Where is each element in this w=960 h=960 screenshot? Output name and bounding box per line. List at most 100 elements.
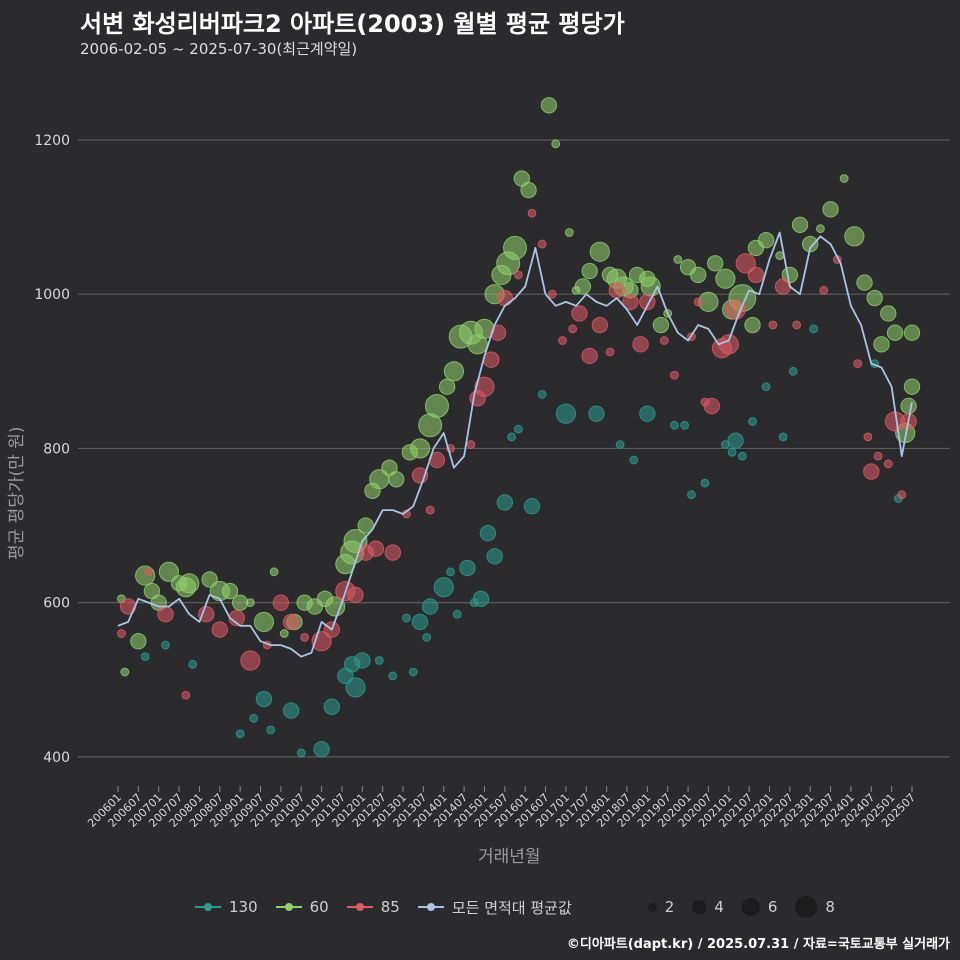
point-130	[486, 548, 503, 565]
point-130	[680, 420, 690, 430]
point-85	[693, 297, 703, 307]
point-60	[357, 517, 374, 534]
point-130	[446, 567, 455, 577]
point-85	[496, 289, 514, 307]
point-85	[272, 594, 290, 611]
legend-size-2: 2	[647, 898, 674, 916]
point-130	[513, 424, 523, 434]
point-85	[747, 266, 765, 284]
point-85	[347, 586, 364, 604]
point-85	[725, 299, 746, 320]
chart-title: 서변 화성리버파크2 아파트(2003) 월별 평균 평당가	[80, 10, 625, 38]
point-85	[466, 440, 476, 449]
point-130	[422, 632, 432, 642]
legend-swatch-85	[346, 903, 373, 911]
point-85	[632, 336, 649, 353]
point-85	[622, 293, 639, 311]
point-130	[537, 390, 547, 399]
legend-size-label-6: 6	[767, 898, 778, 916]
legend-size-dot-2	[647, 902, 657, 912]
point-130	[761, 382, 771, 392]
point-60	[900, 397, 917, 415]
legend-swatch-60	[275, 903, 302, 911]
point-85	[527, 208, 537, 218]
point-130	[670, 420, 679, 430]
point-130	[452, 609, 462, 619]
legend-size-6: 6	[741, 898, 778, 916]
point-85	[792, 320, 802, 330]
average-line	[117, 231, 913, 658]
legend-size-dot-8	[795, 896, 818, 918]
point-130	[472, 590, 490, 607]
point-60	[443, 361, 465, 382]
point-60	[221, 582, 239, 600]
point-60	[652, 316, 670, 334]
point-130	[433, 577, 454, 598]
legend-size-label-8: 8	[825, 898, 835, 916]
legend: 130 60 85 모든 면적대 평균값 2 4 6 8	[195, 896, 835, 918]
point-60	[120, 667, 130, 677]
point-60	[775, 251, 785, 261]
point-60	[757, 232, 775, 249]
point-60	[520, 181, 537, 199]
point-60	[564, 228, 574, 237]
y-tick-label: 600	[43, 596, 70, 612]
legend-item-85: 85	[346, 898, 400, 916]
point-60	[822, 201, 839, 218]
point-85	[568, 324, 578, 334]
point-60	[715, 268, 736, 289]
legend-swatch-average	[417, 903, 444, 911]
point-85	[883, 459, 893, 469]
point-130	[388, 671, 398, 681]
point-60	[844, 226, 865, 247]
point-60	[581, 262, 598, 280]
legend-size-label-4: 4	[714, 898, 724, 916]
point-60	[815, 224, 825, 234]
point-130	[496, 494, 514, 511]
point-85	[863, 463, 880, 480]
point-60	[253, 611, 275, 633]
point-130	[374, 656, 384, 665]
legend-size-4: 4	[692, 898, 724, 916]
point-85	[571, 305, 588, 322]
point-60	[744, 316, 761, 334]
point-60	[706, 255, 724, 272]
point-85	[384, 544, 402, 561]
point-85	[181, 690, 191, 700]
point-60	[574, 278, 592, 295]
point-130	[313, 740, 330, 758]
point-60	[540, 97, 558, 114]
point-130	[748, 417, 757, 426]
point-60	[503, 235, 527, 260]
point-85	[116, 629, 126, 638]
y-tick-label: 800	[43, 441, 70, 457]
point-130	[323, 698, 340, 715]
point-60	[409, 438, 431, 459]
point-130	[555, 403, 576, 424]
x-axis-label: 거래년월	[478, 847, 541, 867]
legend-label-average: 모든 면적대 평균값	[451, 898, 572, 917]
point-130	[687, 490, 696, 500]
point-60	[903, 378, 921, 395]
point-85	[670, 370, 679, 380]
point-130	[523, 498, 541, 515]
point-85	[198, 606, 215, 623]
point-85	[718, 334, 739, 355]
point-85	[367, 540, 385, 557]
point-60	[325, 596, 346, 617]
point-130	[615, 440, 625, 449]
point-130	[140, 652, 150, 662]
point-60	[880, 305, 897, 322]
point-85	[144, 567, 153, 577]
point-130	[235, 729, 245, 739]
point-130	[411, 613, 429, 631]
legend-size-dot-4	[692, 900, 707, 914]
point-85	[474, 376, 495, 397]
legend-label-130: 130	[229, 898, 258, 916]
point-85	[768, 320, 778, 330]
legend-label-60: 60	[309, 898, 329, 916]
point-60	[839, 174, 849, 183]
point-130	[588, 405, 605, 422]
point-60	[673, 255, 683, 264]
